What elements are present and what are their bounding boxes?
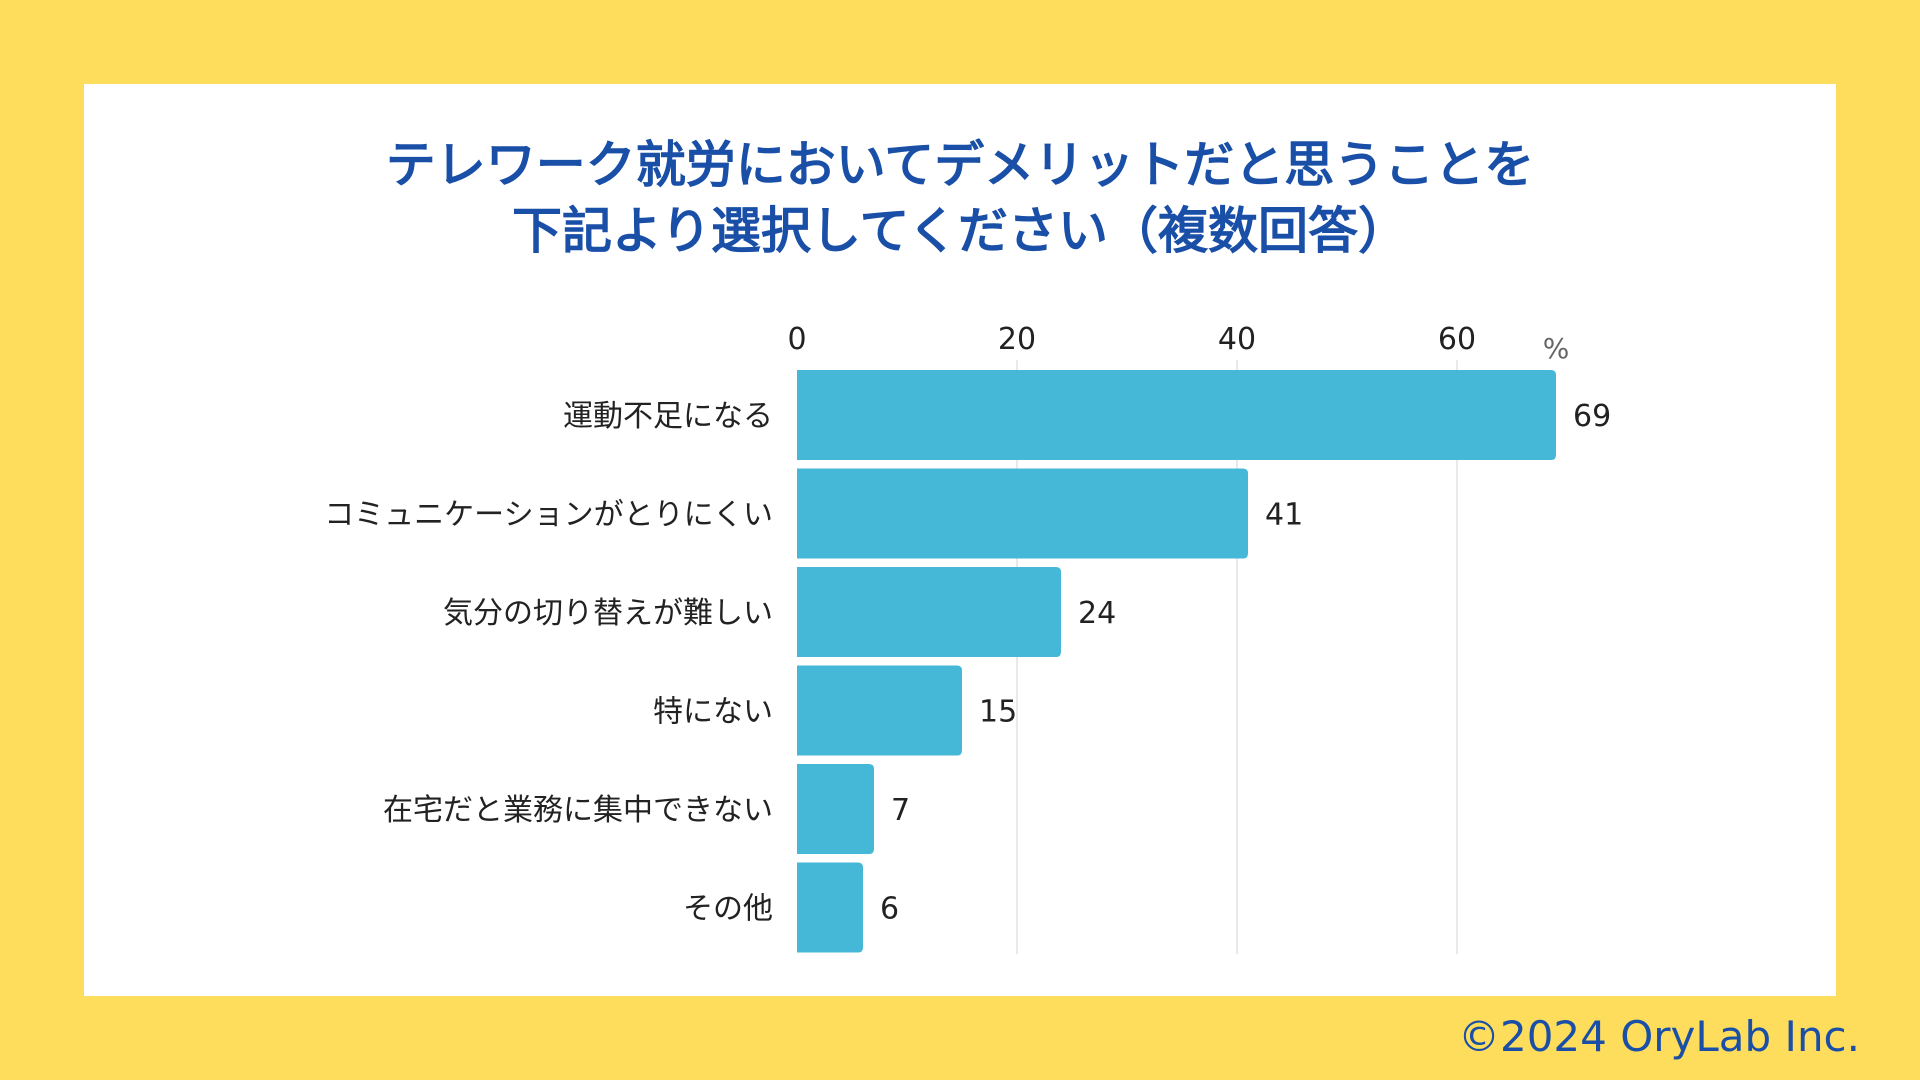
chart-title-line-1: テレワーク就労においてデメリットだと思うことを [385,136,1535,194]
x-tick-label-0: 0 [787,322,806,357]
value-label-5: 6 [880,892,899,927]
category-label-0: 運動不足になる [563,399,773,434]
x-tick-label-60: 60 [1438,322,1476,357]
copyright-credit: ©2024 OryLab Inc. [1457,1012,1860,1061]
value-label-3: 15 [979,695,1017,730]
bar-1 [797,468,1248,559]
bar-chart: 0 20 40 60 % 運動不足になる 69 コミュニケーションがとりにくい 41 気分の切り替… [324,322,1611,954]
bar-4 [797,764,874,854]
chart-title-line-2: 下記より選択してください（複数回答） [512,202,1408,260]
value-label-0: 69 [1573,399,1611,434]
value-label-2: 24 [1078,596,1116,631]
bar-5 [797,862,863,953]
value-label-1: 41 [1265,498,1303,533]
bar-0 [797,370,1556,460]
category-label-5: その他 [683,892,773,927]
unit-label: % [1543,332,1570,365]
x-tick-label-20: 20 [998,322,1036,357]
bar-2 [797,567,1061,657]
chart-title: テレワーク就労においてデメリットだと思うことを 下記より選択してください（複数回… [84,132,1836,264]
chart-card: テレワーク就労においてデメリットだと思うことを 下記より選択してください（複数回… [84,84,1836,996]
bar-3 [797,665,962,756]
category-label-2: 気分の切り替えが難しい [443,596,773,631]
value-label-4: 7 [891,793,910,828]
category-label-4: 在宅だと業務に集中できない [383,793,773,828]
category-label-1: コミュニケーションがとりにくい [324,498,773,533]
category-label-3: 特にない [653,695,773,730]
x-tick-label-40: 40 [1218,322,1256,357]
